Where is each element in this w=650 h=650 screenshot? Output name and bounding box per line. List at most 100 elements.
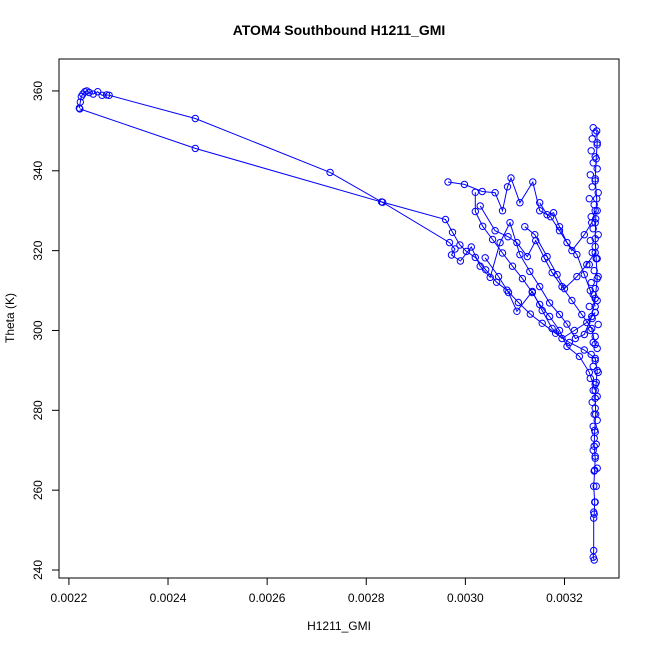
- x-axis-label: H1211_GMI: [307, 619, 371, 633]
- data-series: [481, 254, 599, 343]
- data-point: [521, 223, 529, 231]
- y-tick-label: 360: [31, 81, 45, 101]
- data-point: [486, 273, 494, 282]
- data-point: [585, 302, 593, 311]
- data-point: [76, 105, 84, 113]
- data-point: [591, 340, 599, 349]
- data-point: [549, 209, 558, 217]
- data-point: [536, 199, 544, 207]
- data-point: [589, 386, 597, 395]
- data-point: [191, 144, 200, 153]
- data-point: [568, 246, 576, 255]
- data-point: [491, 189, 499, 197]
- x-tick-label: 0.0032: [546, 591, 583, 605]
- data-point: [536, 282, 544, 291]
- data-point: [586, 236, 594, 245]
- data-point: [590, 410, 598, 418]
- data-point: [591, 498, 599, 506]
- data-point: [467, 243, 475, 251]
- x-tick-label: 0.0022: [51, 591, 88, 605]
- data-point: [591, 153, 599, 161]
- y-tick-label: 240: [31, 560, 45, 580]
- data-point: [588, 248, 596, 257]
- data-point: [447, 251, 456, 259]
- y-axis: 240 260 280 300 320 340 360: [31, 81, 60, 580]
- data-point: [471, 188, 479, 197]
- series-line: [474, 192, 596, 391]
- data-point: [573, 272, 581, 281]
- plot-frame: [58, 58, 620, 579]
- data-point: [507, 174, 515, 182]
- data-point: [488, 235, 497, 244]
- data-point: [503, 183, 512, 191]
- data-point: [570, 326, 579, 335]
- data-point: [451, 245, 459, 253]
- x-tick-label: 0.0028: [348, 591, 385, 605]
- data-point: [514, 298, 523, 307]
- data-point: [591, 294, 599, 303]
- data-point: [590, 556, 598, 564]
- data-point: [580, 270, 588, 279]
- data-point: [585, 195, 593, 203]
- data-point: [590, 508, 598, 516]
- chart-title: ATOM4 Southbound H1211_GMI: [233, 22, 446, 38]
- data-series: [444, 174, 599, 255]
- data-point: [543, 252, 551, 261]
- data-point: [494, 272, 503, 281]
- data-point: [513, 238, 521, 247]
- data-point: [586, 326, 594, 335]
- data-point: [588, 135, 596, 143]
- y-tick-label: 340: [31, 160, 45, 180]
- data-point: [516, 250, 524, 259]
- data-point: [548, 268, 556, 277]
- series-line: [79, 108, 598, 340]
- data-point: [590, 482, 598, 490]
- data-point: [591, 129, 599, 137]
- data-point: [594, 368, 602, 377]
- data-point: [516, 199, 524, 207]
- y-tick-label: 280: [31, 400, 45, 420]
- data-point: [580, 330, 588, 339]
- data-point: [589, 338, 597, 347]
- data-series: [75, 87, 601, 564]
- data-point: [591, 452, 599, 460]
- series-line: [524, 226, 596, 290]
- data-point: [589, 362, 597, 371]
- data-point: [589, 446, 597, 454]
- data-point: [588, 398, 596, 406]
- data-point: [545, 299, 554, 307]
- data-point: [102, 91, 111, 99]
- data-point: [479, 222, 487, 231]
- data-point: [587, 350, 595, 359]
- data-point: [513, 307, 521, 315]
- data-point: [456, 241, 464, 249]
- series-line: [539, 202, 596, 307]
- data-point: [571, 334, 580, 343]
- data-point: [326, 168, 334, 177]
- data-point: [526, 310, 534, 318]
- data-point: [590, 467, 598, 475]
- data-point: [594, 272, 602, 281]
- data-point: [491, 227, 499, 235]
- data-point: [462, 247, 471, 256]
- data-point: [588, 183, 596, 191]
- data-point: [85, 88, 93, 97]
- data-point: [590, 201, 598, 209]
- x-tick-label: 0.0030: [447, 591, 484, 605]
- data-point: [94, 88, 102, 96]
- data-point: [591, 454, 599, 462]
- data-point: [585, 260, 593, 269]
- data-point: [478, 187, 486, 196]
- data-point: [563, 342, 571, 351]
- data-point: [590, 266, 598, 275]
- data-point: [538, 306, 546, 315]
- data-point: [588, 314, 596, 323]
- data-point: [448, 228, 457, 237]
- data-point: [563, 238, 571, 247]
- data-point: [560, 284, 569, 293]
- data-point: [593, 392, 601, 401]
- data-point: [555, 223, 564, 231]
- data-point: [526, 267, 534, 276]
- data-point: [565, 338, 574, 347]
